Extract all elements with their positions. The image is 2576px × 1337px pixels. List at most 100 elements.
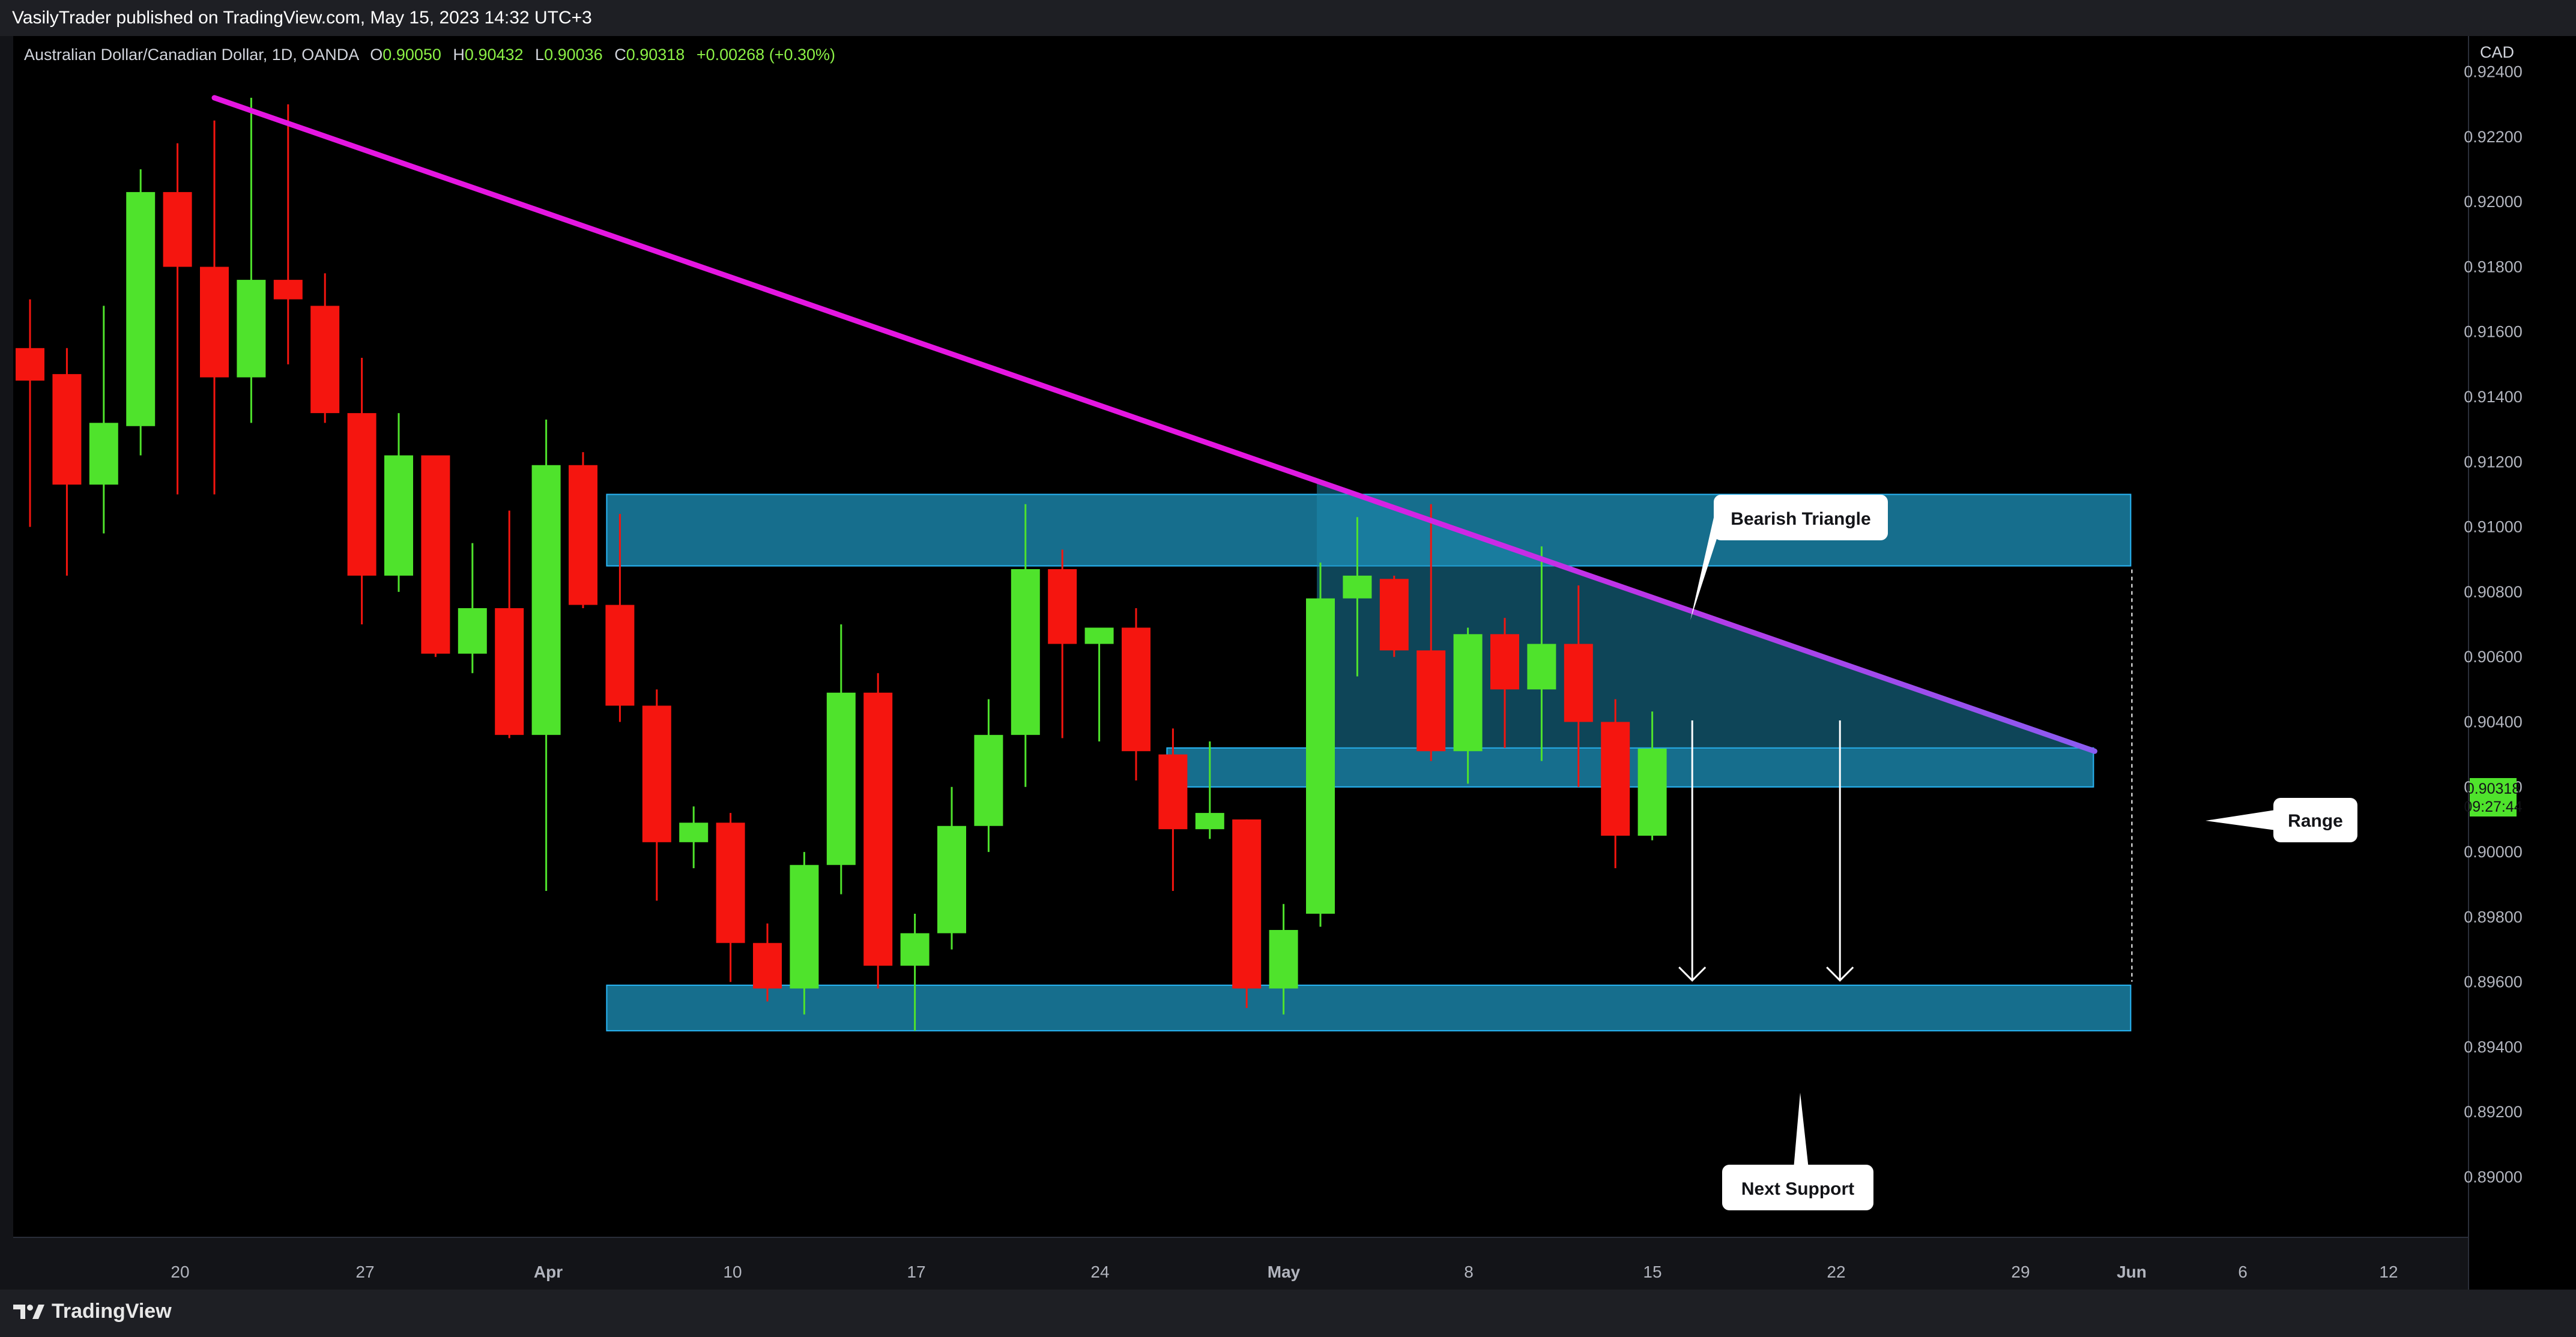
bearish-triangle-callout[interactable]: Bearish Triangle (1690, 495, 1888, 620)
price-tick-label: 0.90800 (2464, 583, 2523, 601)
price-tick-label: 0.91600 (2464, 323, 2523, 341)
price-tick-label: 0.89000 (2464, 1168, 2523, 1186)
candles-layer (16, 97, 1667, 1031)
candle-body[interactable] (826, 692, 856, 865)
range-zone[interactable] (1166, 747, 2094, 788)
candle-body[interactable] (1269, 930, 1298, 989)
price-ticks-layer: 0.92400 0.92200 0.92000 0.91800 0.91600 0.914… (2464, 63, 2523, 1186)
candle-body[interactable] (310, 306, 340, 414)
candle-body[interactable] (273, 280, 303, 300)
next-support-label: Next Support (1741, 1179, 1854, 1199)
candle-body[interactable] (126, 192, 156, 426)
tradingview-logo[interactable]: TradingView (12, 1300, 172, 1323)
candle-body[interactable] (421, 455, 450, 654)
candle-body[interactable] (642, 705, 671, 842)
candle-body[interactable] (569, 465, 597, 605)
footer-bar (0, 1290, 2576, 1337)
range-callout[interactable]: Range (2206, 798, 2357, 842)
symbol-legend[interactable]: Australian Dollar/Canadian Dollar, 1D, O… (24, 46, 835, 64)
last-price-marker: 0.90318 09:27:44 (2464, 778, 2523, 816)
candle-body[interactable] (1195, 813, 1224, 830)
candle-body[interactable] (1306, 598, 1335, 914)
time-tick-label: 17 (907, 1263, 925, 1281)
candle-body[interactable] (1084, 627, 1114, 644)
candle-body[interactable] (605, 605, 635, 706)
candle-body[interactable] (1011, 569, 1040, 735)
candle-body[interactable] (790, 865, 819, 989)
candle-body[interactable] (900, 933, 930, 966)
candle-body[interactable] (1048, 569, 1077, 644)
candle-body[interactable] (384, 455, 413, 576)
price-tick-label: 0.89200 (2464, 1103, 2523, 1121)
candle-body[interactable] (1232, 819, 1262, 989)
legend-open-value: 0.90050 (382, 46, 441, 64)
legend-open-label: O (370, 46, 383, 64)
candle-body[interactable] (1601, 722, 1630, 836)
candle-body[interactable] (16, 348, 44, 381)
bearish-triangle-callout-box (1714, 495, 1888, 540)
candle-body[interactable] (1343, 575, 1372, 599)
candle-body[interactable] (347, 413, 376, 576)
price-tick-label: 0.90600 (2464, 648, 2523, 666)
price-tick-label: 0.91400 (2464, 388, 2523, 406)
next-support-callout-box (1722, 1165, 1873, 1210)
candle-body[interactable] (1158, 754, 1188, 830)
candle-body[interactable] (1527, 644, 1556, 690)
price-tick-label: 0.90400 (2464, 713, 2523, 731)
candle-body[interactable] (716, 822, 745, 943)
candle-body[interactable] (974, 735, 1003, 826)
time-tick-label: Jun (2117, 1263, 2147, 1281)
time-tick-label: 20 (171, 1263, 189, 1281)
publish-info: VasilyTrader published on TradingView.co… (12, 8, 592, 28)
time-tick-label: May (1268, 1263, 1301, 1281)
candle-body[interactable] (89, 423, 118, 485)
candle-body[interactable] (1453, 634, 1483, 752)
legend-close-label: C (614, 46, 626, 64)
candle-body[interactable] (163, 192, 192, 267)
next-support-callout[interactable]: Next Support (1722, 1093, 1873, 1210)
chart-plot-area (13, 36, 2468, 1237)
candle-body[interactable] (1416, 650, 1446, 752)
candle-body[interactable] (495, 608, 524, 735)
last-price-box (2470, 778, 2517, 816)
candle-body[interactable] (1637, 748, 1667, 836)
candle-body[interactable] (1379, 579, 1409, 651)
trend-layer (211, 95, 2097, 754)
legend-high-value: 0.90432 (464, 46, 524, 64)
candle-body[interactable] (237, 280, 266, 378)
candle-body[interactable] (753, 943, 782, 989)
price-tick-label: 0.90000 (2464, 843, 2523, 861)
candle-body[interactable] (200, 267, 229, 378)
range-callout-shape (2206, 810, 2276, 830)
chart-canvas[interactable]: Bearish Triangle Range Next Support 0.92… (0, 0, 2576, 1290)
legend-close-value: 0.90318 (626, 46, 685, 64)
bearish-triangle-label: Bearish Triangle (1731, 509, 1870, 529)
candle-body[interactable] (52, 374, 82, 485)
candle-body[interactable] (937, 825, 966, 934)
candle-body[interactable] (1564, 644, 1593, 722)
time-tick-label: 22 (1827, 1263, 1845, 1281)
candle-body[interactable] (458, 608, 487, 654)
range-callout-box (2273, 798, 2357, 842)
price-countdown: 09:27:44 (2464, 798, 2522, 815)
legend-low-value: 0.90036 (544, 46, 603, 64)
currency-label: CAD (2480, 43, 2515, 61)
time-tick-label: 29 (2011, 1263, 2030, 1281)
candle-body[interactable] (679, 822, 709, 842)
last-price-value: 0.90318 (2466, 780, 2520, 797)
candle-body[interactable] (863, 692, 893, 966)
price-tick-label: 0.89400 (2464, 1038, 2523, 1056)
support-zone[interactable] (606, 985, 2132, 1031)
time-tick-label: 15 (1643, 1263, 1661, 1281)
legend-change-value: +0.00268 (+0.30%) (696, 46, 836, 64)
candle-body[interactable] (531, 465, 561, 735)
price-axis-area[interactable] (2469, 36, 2576, 1290)
legend-low-label: L (535, 46, 545, 64)
next-support-callout-shape (1794, 1093, 1809, 1169)
tradingview-logo-icon (13, 1304, 44, 1319)
arrows-layer (1678, 569, 2133, 982)
candle-body[interactable] (1122, 627, 1150, 752)
bearish-trendline[interactable] (211, 95, 2097, 754)
candle-body[interactable] (1490, 634, 1519, 690)
price-tick-label: 0.91000 (2464, 518, 2523, 536)
